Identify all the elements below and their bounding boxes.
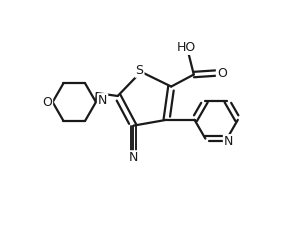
Text: N: N: [224, 135, 233, 148]
Text: HO: HO: [176, 41, 195, 54]
Text: N: N: [129, 151, 138, 164]
Text: N: N: [98, 94, 107, 107]
Text: O: O: [217, 67, 227, 79]
Text: O: O: [42, 96, 52, 109]
Text: S: S: [136, 64, 143, 77]
